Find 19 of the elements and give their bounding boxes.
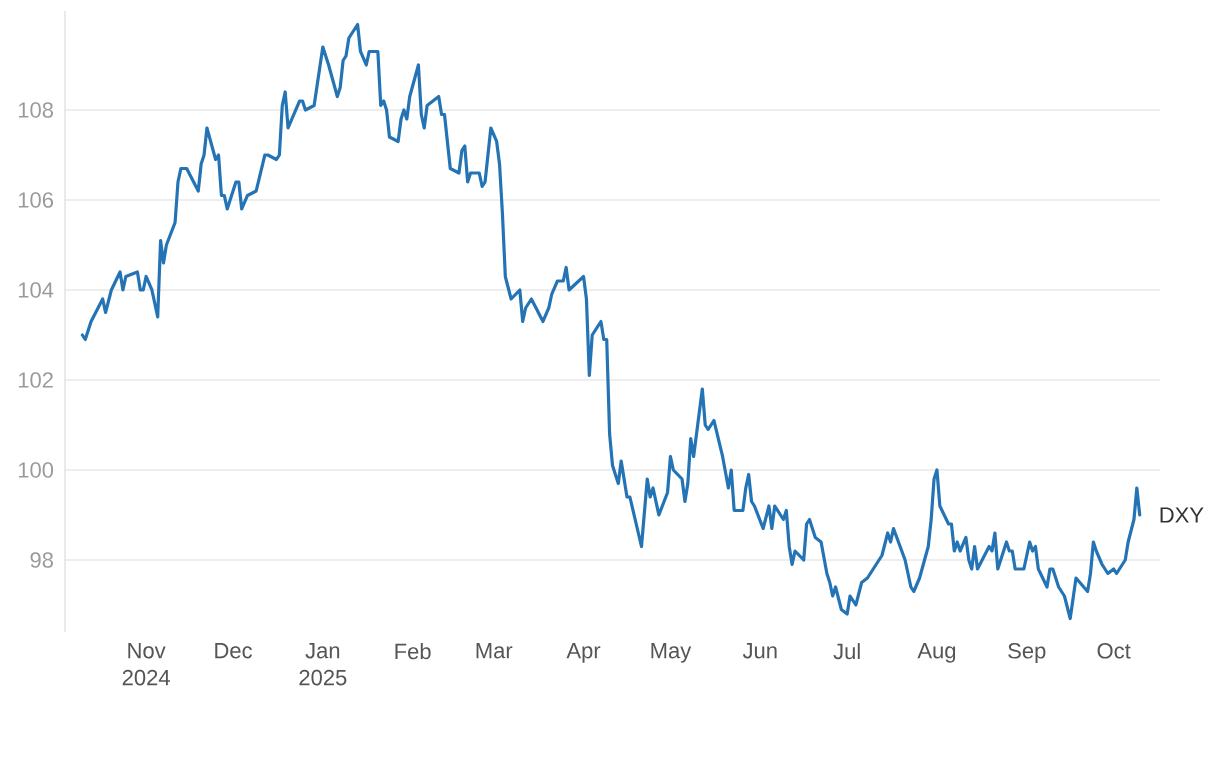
x-tick-label: Jan 2025	[299, 643, 347, 686]
y-tick-label: 104	[18, 282, 54, 298]
x-tick-label: Mar	[476, 643, 513, 659]
x-tick-label: Aug	[917, 643, 956, 663]
y-tick-label: 108	[18, 102, 53, 118]
y-tick-label: 98	[30, 552, 53, 568]
x-tick-label: Sep	[1008, 643, 1046, 663]
x-tick-label: Jun	[742, 643, 777, 659]
x-tick-label: Feb	[395, 643, 431, 660]
x-tick-label: Dec	[215, 643, 252, 659]
x-tick-label: Apr	[566, 643, 601, 663]
x-tick-label: Oct	[1097, 643, 1131, 659]
x-tick-label: Nov 2024	[122, 643, 170, 686]
series-label: DXY	[1160, 507, 1204, 523]
y-tick-label: 102	[18, 372, 53, 388]
x-tick-label: Jul	[833, 643, 860, 660]
y-tick-label: 106	[18, 192, 53, 208]
x-tick-label: May	[651, 643, 692, 663]
y-tick-label: 100	[18, 462, 54, 478]
